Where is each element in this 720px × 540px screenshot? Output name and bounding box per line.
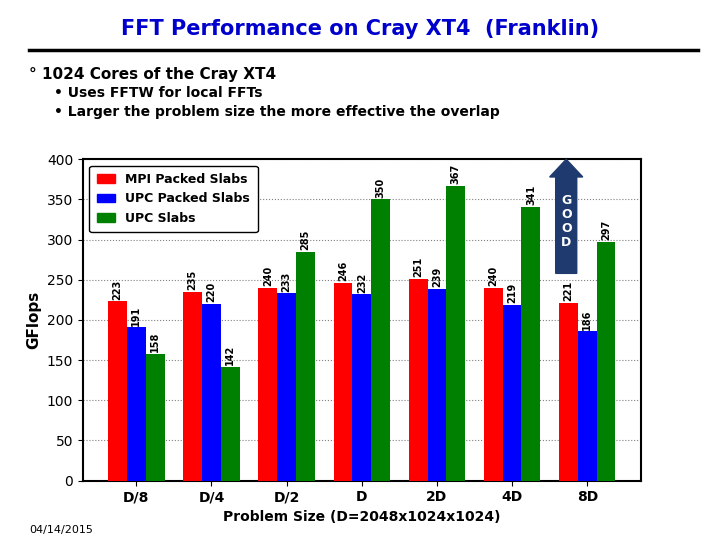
Bar: [221, 367, 240, 481]
Text: 142: 142: [225, 345, 235, 365]
Bar: [352, 294, 372, 481]
Bar: [296, 252, 315, 481]
Legend: MPI Packed Slabs, UPC Packed Slabs, UPC Slabs: MPI Packed Slabs, UPC Packed Slabs, UPC …: [89, 166, 258, 232]
Text: 221: 221: [564, 281, 573, 301]
Bar: [597, 242, 616, 481]
Text: • Uses FFTW for local FFTs: • Uses FFTW for local FFTs: [54, 86, 263, 100]
Text: 350: 350: [376, 178, 386, 198]
Text: 240: 240: [263, 266, 273, 286]
Bar: [521, 207, 540, 481]
Text: 367: 367: [451, 164, 461, 184]
Bar: [277, 293, 296, 481]
Text: G
O
O
D: G O O D: [561, 194, 572, 248]
Text: FFT Performance on Cray XT4  (Franklin): FFT Performance on Cray XT4 (Franklin): [121, 19, 599, 39]
Text: 246: 246: [338, 261, 348, 281]
Text: 239: 239: [432, 267, 442, 287]
Polygon shape: [549, 159, 582, 273]
Text: 219: 219: [507, 283, 517, 303]
Text: • Larger the problem size the more effective the overlap: • Larger the problem size the more effec…: [54, 105, 500, 119]
Text: 240: 240: [488, 266, 498, 286]
Bar: [333, 283, 352, 481]
Text: 251: 251: [413, 257, 423, 278]
Bar: [184, 292, 202, 481]
X-axis label: Problem Size (D=2048x1024x1024): Problem Size (D=2048x1024x1024): [223, 510, 500, 524]
Text: ° 1024 Cores of the Cray XT4: ° 1024 Cores of the Cray XT4: [29, 68, 276, 83]
Text: 223: 223: [112, 280, 122, 300]
Bar: [258, 288, 277, 481]
Bar: [484, 288, 503, 481]
Text: 285: 285: [300, 230, 310, 250]
Text: 220: 220: [207, 282, 217, 302]
Bar: [428, 288, 446, 481]
Bar: [503, 305, 521, 481]
Text: 341: 341: [526, 185, 536, 205]
Y-axis label: GFlops: GFlops: [26, 291, 41, 349]
Text: 235: 235: [188, 270, 198, 290]
Text: 158: 158: [150, 332, 160, 352]
Bar: [145, 354, 165, 481]
Bar: [127, 327, 145, 481]
Bar: [372, 199, 390, 481]
Text: 04/14/2015: 04/14/2015: [29, 524, 93, 535]
Bar: [559, 303, 578, 481]
Bar: [446, 186, 465, 481]
Text: 233: 233: [282, 272, 292, 292]
Bar: [409, 279, 428, 481]
Bar: [578, 331, 597, 481]
Text: 297: 297: [601, 220, 611, 240]
Text: 232: 232: [357, 272, 366, 293]
Bar: [202, 304, 221, 481]
Text: 186: 186: [582, 309, 593, 329]
Bar: [108, 301, 127, 481]
Text: 191: 191: [131, 305, 141, 326]
